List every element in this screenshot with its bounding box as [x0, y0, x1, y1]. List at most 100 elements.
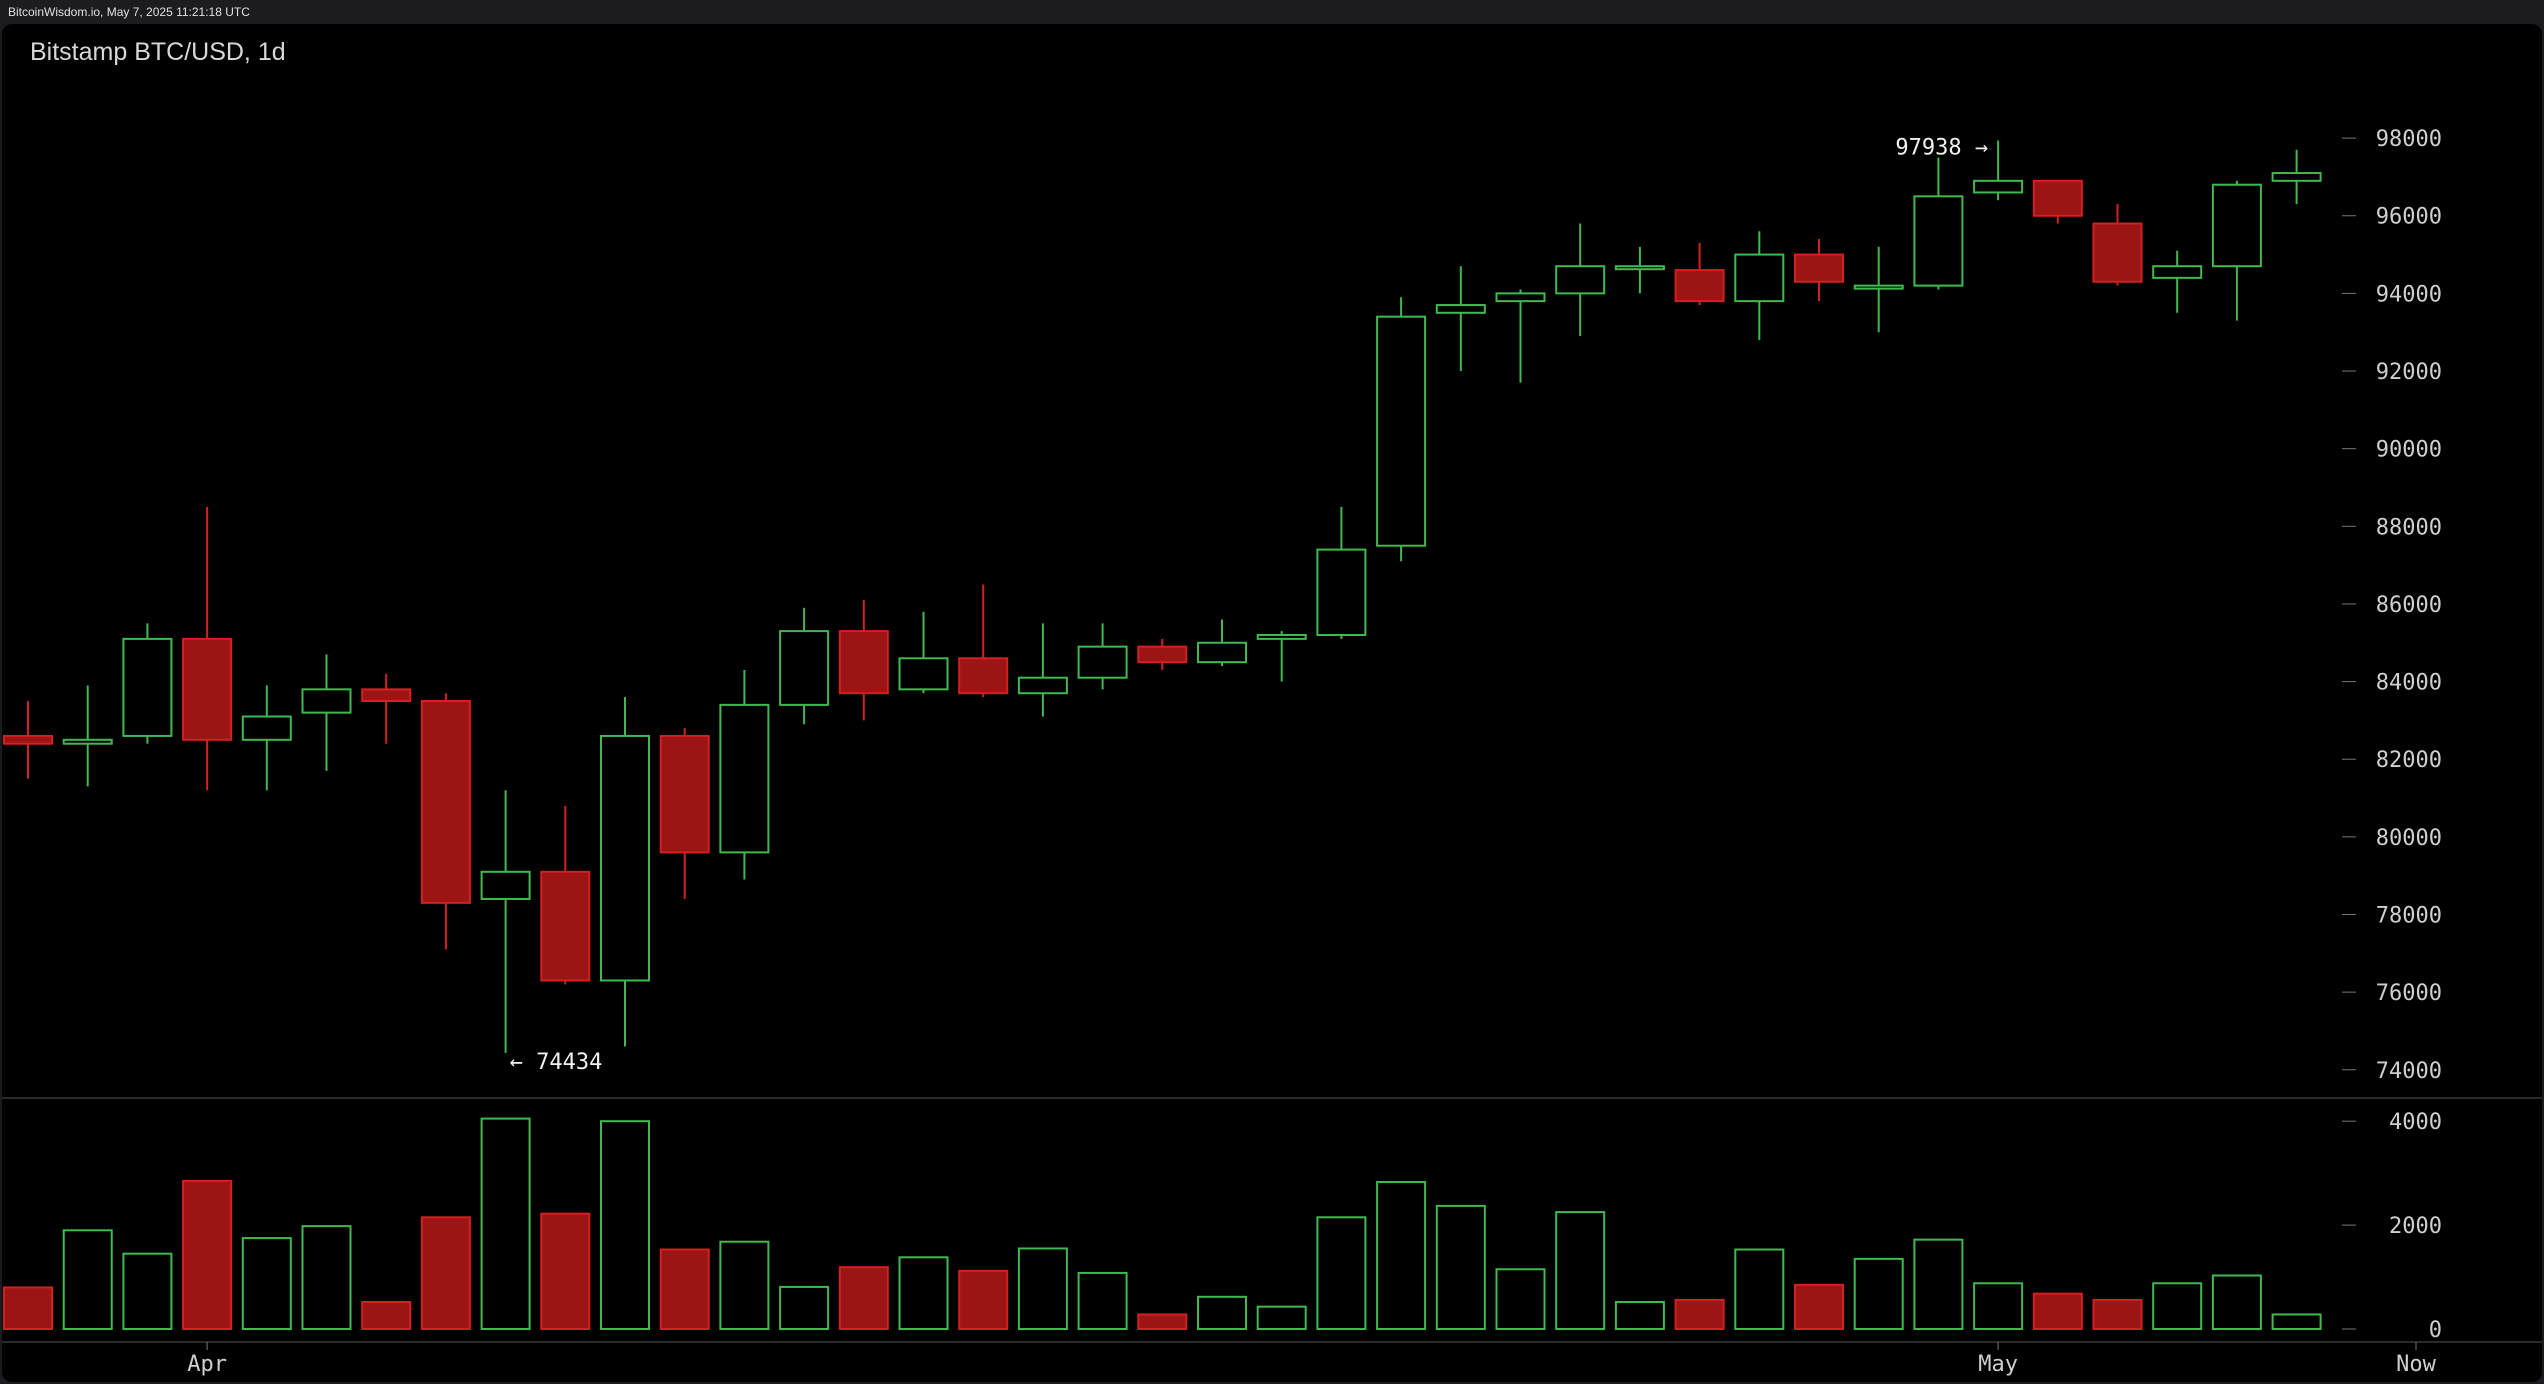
price-tick-label: 80000 — [2376, 826, 2442, 851]
price-tick-label: 94000 — [2376, 282, 2442, 307]
candle-body-up — [2211, 183, 2262, 268]
grid-layer — [2, 1097, 2542, 1343]
low-annotation: ← 74434 — [510, 1050, 603, 1075]
volume-bar-up — [1197, 1295, 1247, 1331]
price-tick-label: 92000 — [2376, 360, 2442, 385]
volume-bar-up — [1734, 1248, 1785, 1331]
axis-layer: 74000 76000 78000 80000 82000 84000 86000 88000… — [187, 127, 2442, 1377]
candle-body-up — [1017, 676, 1068, 695]
candle-body-up — [2271, 172, 2322, 182]
candle-body-up — [1973, 179, 2024, 194]
volume-bar-down — [420, 1216, 471, 1331]
price-tick-label: 88000 — [2376, 515, 2442, 540]
volume-bar-up — [1853, 1257, 1904, 1330]
candle-body-up — [241, 715, 292, 741]
price-tick-label: 84000 — [2376, 671, 2442, 696]
candle-body-up — [1555, 265, 1606, 295]
candle-body-down — [540, 870, 591, 982]
high-annotation: 97938 → — [1895, 136, 1988, 161]
candle-body-up — [1435, 304, 1486, 314]
price-tick-label: 74000 — [2376, 1059, 2442, 1084]
chart-frame: 74000 76000 78000 80000 82000 84000 86000 88000… — [2, 24, 2542, 1382]
candle-body-up — [898, 657, 949, 691]
time-tick-label: Apr — [187, 1352, 227, 1377]
volume-bar-down — [2092, 1298, 2143, 1331]
volume-tick-label: 0 — [2429, 1318, 2442, 1343]
volume-bar-up — [1316, 1216, 1367, 1331]
candle-body-up — [779, 630, 830, 706]
volume-bar-down — [659, 1248, 710, 1331]
volume-layer — [3, 1117, 2322, 1331]
candle-body-down — [3, 734, 53, 745]
candle-body-up — [1734, 253, 1785, 303]
header-timestamp: BitcoinWisdom.io, May 7, 2025 11:21:18 U… — [8, 5, 250, 19]
volume-bar-up — [2152, 1282, 2203, 1331]
chart-title: Bitstamp BTC/USD, 1d — [30, 38, 286, 66]
candle-body-down — [182, 637, 233, 741]
candle-body-up — [1853, 284, 1904, 290]
candle-body-up — [1614, 265, 1665, 271]
time-tick-label: May — [1978, 1352, 2018, 1377]
time-tick-label: Now — [2396, 1352, 2436, 1377]
candle-body-up — [1256, 633, 1307, 640]
volume-bar-up — [301, 1225, 352, 1331]
candle-body-down — [1674, 269, 1725, 303]
volume-bar-up — [122, 1252, 173, 1331]
top-bar: BitcoinWisdom.io, May 7, 2025 11:21:18 U… — [0, 0, 2544, 24]
price-tick-label: 82000 — [2376, 748, 2442, 773]
price-tick-label: 76000 — [2376, 981, 2442, 1006]
candle-body-up — [62, 738, 113, 745]
candle-body-up — [1077, 645, 1128, 679]
candle-body-down — [2032, 179, 2083, 217]
volume-tick-label: 4000 — [2389, 1110, 2442, 1135]
price-tick-label: 98000 — [2376, 127, 2442, 152]
candlestick-chart: 74000 76000 78000 80000 82000 84000 86000 88000… — [2, 127, 2542, 1377]
candle-body-up — [480, 870, 531, 900]
candle-body-up — [2152, 265, 2203, 279]
candle-body-up — [719, 703, 770, 854]
candle-body-down — [1794, 253, 1844, 283]
candle-body-up — [1197, 641, 1247, 664]
volume-bar-up — [719, 1240, 770, 1330]
volume-bar-down — [1674, 1298, 1725, 1331]
volume-bar-down — [361, 1300, 412, 1330]
volume-bar-up — [1973, 1282, 2024, 1331]
volume-bar-up — [1495, 1268, 1546, 1331]
volume-bar-up — [1435, 1204, 1486, 1330]
candle-body-up — [1316, 548, 1367, 636]
volume-bar-up — [1913, 1238, 1964, 1331]
candle-body-down — [1137, 645, 1188, 664]
volume-bar-down — [958, 1269, 1009, 1330]
volume-bar-up — [2211, 1274, 2262, 1330]
volume-bar-down — [182, 1179, 233, 1330]
volume-bar-up — [898, 1256, 949, 1331]
candle-body-down — [361, 688, 412, 702]
candle-body-up — [1495, 292, 1546, 303]
candle-body-up — [301, 688, 352, 714]
candle-body-down — [958, 657, 1009, 695]
volume-bar-down — [2032, 1292, 2083, 1331]
candle-body-down — [420, 699, 471, 904]
volume-bar-up — [1256, 1305, 1307, 1331]
price-tick-label: 78000 — [2376, 903, 2442, 928]
volume-bar-down — [1137, 1313, 1188, 1330]
annotation-layer: 97938 → ← 74434 — [510, 136, 1988, 1075]
volume-bar-up — [1376, 1180, 1427, 1330]
volume-bar-down — [838, 1266, 889, 1331]
volume-bar-up — [241, 1237, 292, 1330]
candle-body-down — [838, 630, 889, 695]
volume-bar-up — [1614, 1300, 1665, 1330]
volume-bar-up — [480, 1117, 531, 1330]
candle-body-up — [1376, 315, 1427, 547]
volume-bar-up — [62, 1229, 113, 1331]
volume-bar-up — [1555, 1211, 1606, 1330]
price-tick-label: 90000 — [2376, 438, 2442, 463]
candle-body-up — [122, 637, 173, 737]
volume-bar-down — [1794, 1283, 1844, 1330]
volume-bar-up — [600, 1120, 650, 1330]
price-tick-label: 86000 — [2376, 593, 2442, 618]
candles-layer — [3, 140, 2322, 1053]
candle-body-down — [2092, 222, 2143, 283]
price-tick-label: 96000 — [2376, 205, 2442, 230]
candle-body-down — [659, 734, 710, 854]
